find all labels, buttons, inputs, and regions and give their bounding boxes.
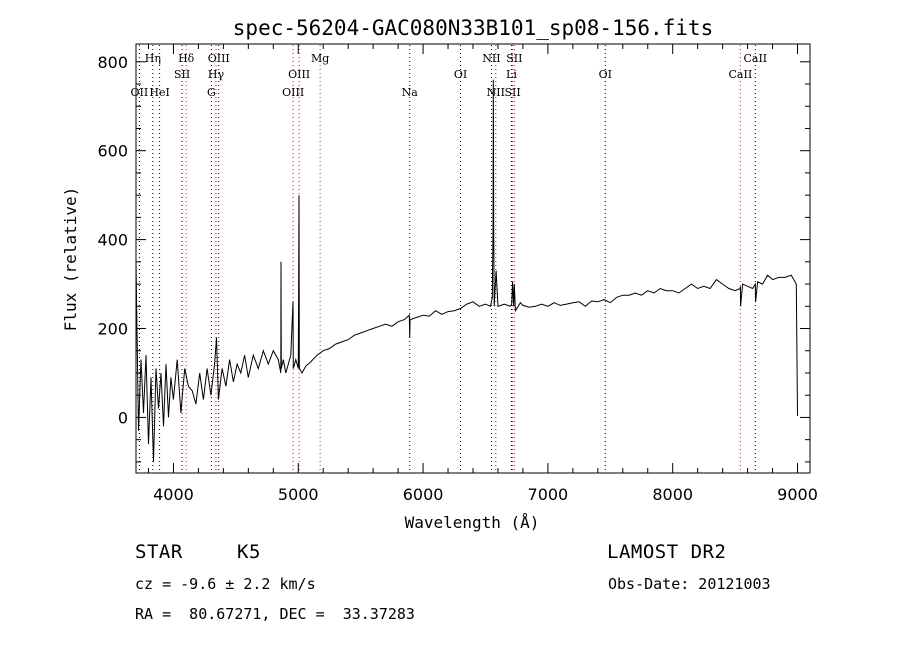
y-tick-label: 600 [97, 142, 128, 161]
redshift-text: cz = -9.6 ± 2.2 km/s [135, 575, 316, 593]
line-label: CaII [729, 68, 753, 81]
line-label: Li [506, 68, 517, 81]
x-tick-label: 9000 [777, 485, 818, 504]
line-label: OIII [282, 86, 304, 99]
chart-title: spec-56204-GAC080N33B101_sp08-156.fits [233, 16, 713, 40]
line-label: OIII [208, 52, 230, 65]
line-label: OII [131, 86, 149, 99]
line-label: Hδ [178, 52, 195, 65]
line-label: SII [174, 68, 190, 81]
x-tick-label: 7000 [528, 485, 569, 504]
line-label: OI [599, 68, 612, 81]
x-tick-label: 4000 [153, 485, 194, 504]
x-axis-label: Wavelength (Å) [405, 513, 540, 532]
line-label: Hη [145, 52, 161, 65]
y-tick-label: 0 [118, 408, 128, 427]
y-tick-label: 800 [97, 53, 128, 72]
x-tick-label: 6000 [403, 485, 444, 504]
x-tick-label: 8000 [652, 485, 693, 504]
y-tick-label: 200 [97, 320, 128, 339]
obs-date-text: Obs-Date: 20121003 [608, 575, 771, 593]
y-axis-label: Flux (relative) [61, 187, 80, 332]
x-tick-label: 5000 [278, 485, 319, 504]
line-label: HeI [149, 86, 169, 99]
coordinates-text: RA = 80.67271, DEC = 33.37283 [135, 605, 415, 623]
line-label: OIII [288, 68, 310, 81]
line-label: SII [506, 52, 522, 65]
line-label: Na [402, 86, 419, 99]
line-label: Hγ [208, 68, 225, 81]
line-label: NII [487, 86, 505, 99]
marker-lines [138, 45, 756, 472]
object-subclass: K5 [237, 541, 261, 563]
line-label: G [207, 86, 216, 99]
line-label: NII [482, 52, 500, 65]
line-label: SII [504, 86, 520, 99]
y-tick-label: 400 [97, 231, 128, 250]
survey-name: LAMOST DR2 [607, 541, 727, 563]
plot-frame [135, 43, 811, 474]
series-group [135, 79, 799, 462]
line-label: OI [454, 68, 467, 81]
line-label: Mg [311, 52, 329, 65]
object-class: STAR [135, 541, 183, 563]
line-label: CaII [743, 52, 767, 65]
spectrum-line [135, 79, 799, 462]
axis-ticks: 4000 5000 6000 7000 8000 9000 0 200 400 600 800 [97, 44, 818, 504]
